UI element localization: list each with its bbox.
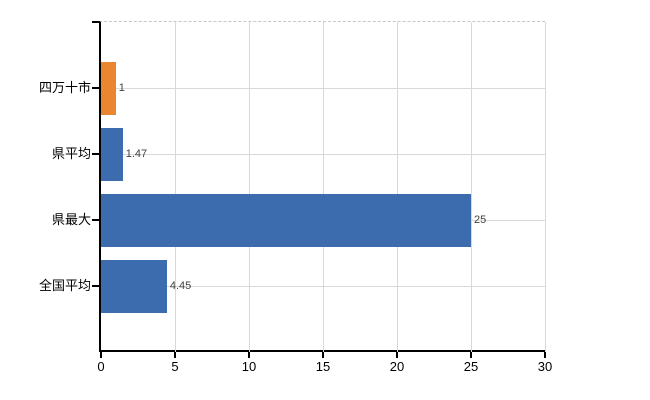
- x-tick-label: 5: [171, 359, 179, 374]
- y-axis-tick: [92, 285, 100, 287]
- category-gridline: [101, 286, 545, 287]
- y-axis-tick: [92, 21, 100, 23]
- x-tick-label: 25: [463, 359, 479, 374]
- x-tick-label: 20: [389, 359, 405, 374]
- bar-四万十市: [101, 61, 116, 115]
- x-tick-label: 0: [97, 359, 105, 374]
- value-label: 25: [474, 214, 487, 226]
- x-axis-tick: [470, 352, 472, 358]
- category-label-四万十市: 四万十市: [38, 80, 91, 95]
- x-axis-tick: [248, 352, 250, 358]
- x-axis-tick: [544, 352, 546, 358]
- value-label: 1.47: [125, 148, 148, 160]
- x-axis-tick: [100, 352, 102, 358]
- category-label-県最大: 県最大: [51, 212, 91, 227]
- x-gridline: [545, 22, 546, 352]
- bar-県最大: [101, 193, 471, 247]
- y-axis-tick: [92, 219, 100, 221]
- bar-全国平均: [101, 259, 167, 313]
- x-gridline: [323, 22, 324, 352]
- category-gridline: [101, 88, 545, 89]
- x-gridline: [249, 22, 250, 352]
- x-gridline: [397, 22, 398, 352]
- x-gridline: [175, 22, 176, 352]
- x-axis-tick: [396, 352, 398, 358]
- x-tick-label: 30: [537, 359, 553, 374]
- x-axis-tick: [322, 352, 324, 358]
- x-axis-tick: [174, 352, 176, 358]
- x-tick-label: 15: [315, 359, 331, 374]
- x-tick-label: 10: [241, 359, 257, 374]
- y-axis-tick: [92, 153, 100, 155]
- value-label: 1: [118, 82, 125, 94]
- bar-県平均: [101, 127, 123, 181]
- category-label-全国平均: 全国平均: [38, 278, 91, 293]
- category-label-県平均: 県平均: [51, 146, 91, 161]
- y-axis-tick: [92, 87, 100, 89]
- category-gridline: [101, 154, 545, 155]
- plot-area: [99, 21, 545, 352]
- x-gridline: [471, 22, 472, 352]
- value-label: 4.45: [169, 280, 192, 292]
